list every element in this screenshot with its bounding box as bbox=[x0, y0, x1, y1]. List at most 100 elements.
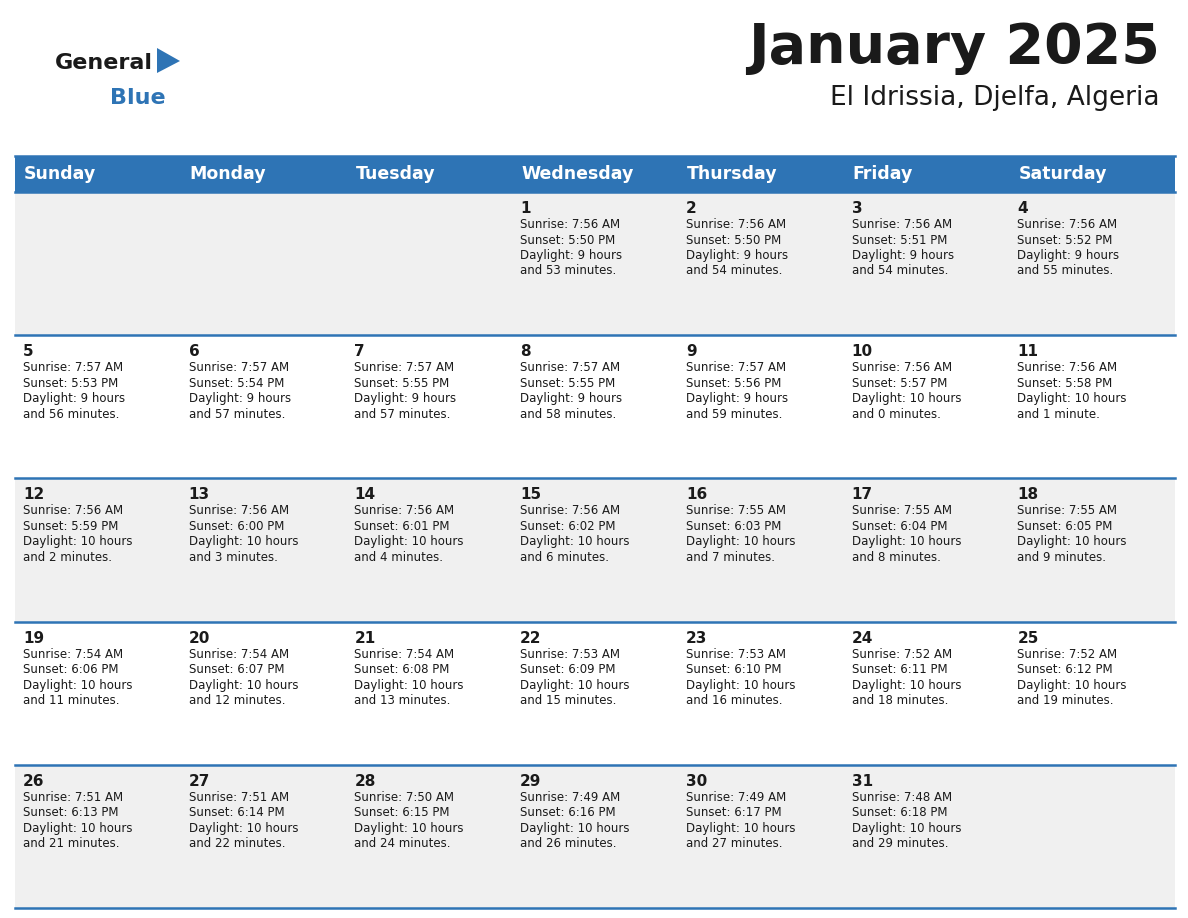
Text: Daylight: 10 hours: Daylight: 10 hours bbox=[354, 822, 465, 834]
Bar bbox=[678, 156, 843, 192]
Text: Daylight: 10 hours: Daylight: 10 hours bbox=[1017, 678, 1126, 691]
Text: and 1 minute.: and 1 minute. bbox=[1017, 408, 1100, 420]
Text: Daylight: 9 hours: Daylight: 9 hours bbox=[685, 392, 788, 405]
Text: 14: 14 bbox=[354, 487, 375, 502]
Text: Sunrise: 7:51 AM: Sunrise: 7:51 AM bbox=[189, 790, 289, 804]
Text: 21: 21 bbox=[354, 631, 375, 645]
Text: and 12 minutes.: and 12 minutes. bbox=[189, 694, 285, 707]
Text: Daylight: 9 hours: Daylight: 9 hours bbox=[1017, 249, 1119, 262]
Text: Sunrise: 7:52 AM: Sunrise: 7:52 AM bbox=[852, 647, 952, 661]
Text: and 55 minutes.: and 55 minutes. bbox=[1017, 264, 1113, 277]
Text: and 6 minutes.: and 6 minutes. bbox=[520, 551, 609, 564]
Text: and 11 minutes.: and 11 minutes. bbox=[23, 694, 120, 707]
Text: Sunrise: 7:56 AM: Sunrise: 7:56 AM bbox=[1017, 218, 1118, 231]
Text: 6: 6 bbox=[189, 344, 200, 359]
Bar bbox=[678, 478, 843, 621]
Text: Daylight: 10 hours: Daylight: 10 hours bbox=[852, 535, 961, 548]
Text: Daylight: 10 hours: Daylight: 10 hours bbox=[1017, 392, 1126, 405]
Text: Daylight: 10 hours: Daylight: 10 hours bbox=[685, 535, 795, 548]
Bar bbox=[512, 765, 678, 908]
Text: Sunset: 6:06 PM: Sunset: 6:06 PM bbox=[23, 663, 119, 676]
Text: 19: 19 bbox=[23, 631, 44, 645]
Text: Sunday: Sunday bbox=[24, 165, 96, 183]
Polygon shape bbox=[157, 48, 181, 73]
Text: Daylight: 10 hours: Daylight: 10 hours bbox=[852, 822, 961, 834]
Text: and 57 minutes.: and 57 minutes. bbox=[189, 408, 285, 420]
Text: Tuesday: Tuesday bbox=[355, 165, 435, 183]
Text: Sunrise: 7:51 AM: Sunrise: 7:51 AM bbox=[23, 790, 124, 804]
Text: Friday: Friday bbox=[853, 165, 912, 183]
Text: and 24 minutes.: and 24 minutes. bbox=[354, 837, 451, 850]
Bar bbox=[15, 478, 181, 621]
Text: Sunrise: 7:56 AM: Sunrise: 7:56 AM bbox=[1017, 361, 1118, 375]
Text: Sunrise: 7:54 AM: Sunrise: 7:54 AM bbox=[189, 647, 289, 661]
Text: 18: 18 bbox=[1017, 487, 1038, 502]
Text: 27: 27 bbox=[189, 774, 210, 789]
Text: Sunset: 5:59 PM: Sunset: 5:59 PM bbox=[23, 520, 119, 533]
Bar bbox=[678, 765, 843, 908]
Text: and 13 minutes.: and 13 minutes. bbox=[354, 694, 450, 707]
Text: and 18 minutes.: and 18 minutes. bbox=[852, 694, 948, 707]
Text: Sunrise: 7:56 AM: Sunrise: 7:56 AM bbox=[520, 504, 620, 518]
Text: Daylight: 10 hours: Daylight: 10 hours bbox=[1017, 535, 1126, 548]
Bar bbox=[512, 335, 678, 478]
Text: 20: 20 bbox=[189, 631, 210, 645]
Bar bbox=[512, 156, 678, 192]
Text: Sunset: 6:14 PM: Sunset: 6:14 PM bbox=[189, 806, 284, 819]
Bar bbox=[678, 192, 843, 335]
Text: Daylight: 10 hours: Daylight: 10 hours bbox=[354, 535, 465, 548]
Text: and 19 minutes.: and 19 minutes. bbox=[1017, 694, 1114, 707]
Text: Daylight: 10 hours: Daylight: 10 hours bbox=[520, 822, 630, 834]
Bar bbox=[15, 765, 181, 908]
Text: 17: 17 bbox=[852, 487, 873, 502]
Text: and 16 minutes.: and 16 minutes. bbox=[685, 694, 783, 707]
Text: Sunset: 5:55 PM: Sunset: 5:55 PM bbox=[354, 376, 450, 390]
Text: Sunset: 5:54 PM: Sunset: 5:54 PM bbox=[189, 376, 284, 390]
Text: Daylight: 10 hours: Daylight: 10 hours bbox=[23, 535, 133, 548]
Bar bbox=[15, 335, 181, 478]
Text: 2: 2 bbox=[685, 201, 696, 216]
Bar bbox=[181, 156, 347, 192]
Text: Daylight: 10 hours: Daylight: 10 hours bbox=[685, 822, 795, 834]
Text: and 59 minutes.: and 59 minutes. bbox=[685, 408, 782, 420]
Text: Sunset: 6:04 PM: Sunset: 6:04 PM bbox=[852, 520, 947, 533]
Text: 3: 3 bbox=[852, 201, 862, 216]
Text: Sunset: 6:18 PM: Sunset: 6:18 PM bbox=[852, 806, 947, 819]
Text: Sunset: 5:55 PM: Sunset: 5:55 PM bbox=[520, 376, 615, 390]
Text: Sunrise: 7:49 AM: Sunrise: 7:49 AM bbox=[685, 790, 786, 804]
Text: Sunrise: 7:57 AM: Sunrise: 7:57 AM bbox=[685, 361, 786, 375]
Text: Sunset: 5:57 PM: Sunset: 5:57 PM bbox=[852, 376, 947, 390]
Text: Sunrise: 7:48 AM: Sunrise: 7:48 AM bbox=[852, 790, 952, 804]
Text: Sunset: 5:50 PM: Sunset: 5:50 PM bbox=[685, 233, 781, 247]
Bar bbox=[181, 765, 347, 908]
Text: 1: 1 bbox=[520, 201, 531, 216]
Text: Sunrise: 7:57 AM: Sunrise: 7:57 AM bbox=[520, 361, 620, 375]
Bar bbox=[843, 192, 1010, 335]
Text: 8: 8 bbox=[520, 344, 531, 359]
Text: January 2025: January 2025 bbox=[748, 21, 1159, 75]
Bar bbox=[843, 478, 1010, 621]
Bar bbox=[181, 192, 347, 335]
Bar bbox=[512, 621, 678, 765]
Text: 13: 13 bbox=[189, 487, 210, 502]
Bar bbox=[1010, 765, 1175, 908]
Text: 9: 9 bbox=[685, 344, 696, 359]
Text: Sunrise: 7:56 AM: Sunrise: 7:56 AM bbox=[852, 218, 952, 231]
Text: Sunset: 5:51 PM: Sunset: 5:51 PM bbox=[852, 233, 947, 247]
Bar bbox=[1010, 335, 1175, 478]
Bar bbox=[843, 335, 1010, 478]
Text: 22: 22 bbox=[520, 631, 542, 645]
Text: Sunset: 5:50 PM: Sunset: 5:50 PM bbox=[520, 233, 615, 247]
Text: Sunrise: 7:54 AM: Sunrise: 7:54 AM bbox=[23, 647, 124, 661]
Text: Sunrise: 7:55 AM: Sunrise: 7:55 AM bbox=[852, 504, 952, 518]
Text: and 54 minutes.: and 54 minutes. bbox=[685, 264, 782, 277]
Text: Sunrise: 7:55 AM: Sunrise: 7:55 AM bbox=[1017, 504, 1117, 518]
Text: Sunset: 5:52 PM: Sunset: 5:52 PM bbox=[1017, 233, 1113, 247]
Text: Sunrise: 7:53 AM: Sunrise: 7:53 AM bbox=[520, 647, 620, 661]
Text: Sunrise: 7:56 AM: Sunrise: 7:56 AM bbox=[685, 218, 786, 231]
Text: and 21 minutes.: and 21 minutes. bbox=[23, 837, 120, 850]
Text: Daylight: 9 hours: Daylight: 9 hours bbox=[685, 249, 788, 262]
Text: 31: 31 bbox=[852, 774, 873, 789]
Text: and 2 minutes.: and 2 minutes. bbox=[23, 551, 112, 564]
Text: Sunrise: 7:53 AM: Sunrise: 7:53 AM bbox=[685, 647, 785, 661]
